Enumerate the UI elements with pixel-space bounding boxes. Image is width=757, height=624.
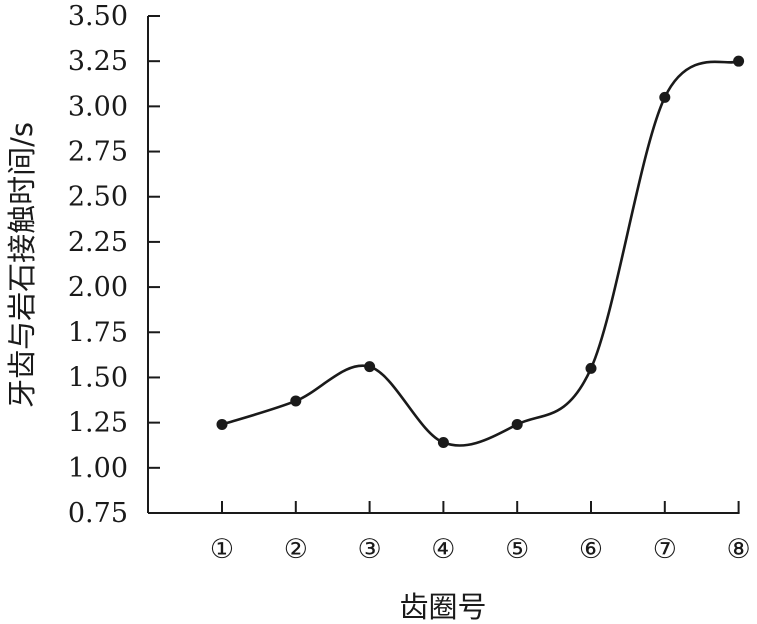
data-point (290, 395, 302, 407)
x-axis-title: 齿圈号 (399, 590, 486, 624)
x-axis: ① ② ③ ④ ⑤ ⑥ ⑦ ⑧ (148, 501, 751, 565)
x-tick-label: ⑥ (579, 534, 603, 565)
y-tick-label: 2.75 (68, 137, 128, 168)
x-tick-label: ⑦ (653, 534, 677, 565)
y-tick-label: 3.00 (68, 91, 128, 122)
y-tick-label: 2.25 (68, 227, 128, 258)
y-tick-label: 1.00 (68, 453, 128, 484)
x-tick-label: ② (284, 534, 308, 565)
x-tick-label: ④ (431, 534, 455, 565)
y-tick-label: 3.50 (68, 1, 128, 32)
trend-curve (221, 59, 740, 447)
data-point (216, 418, 228, 430)
y-tick-label: 3.25 (68, 46, 128, 77)
data-point (437, 437, 449, 449)
y-tick-label: 2.50 (68, 182, 128, 213)
x-tick-label: ⑧ (726, 534, 750, 565)
y-tick-label: 2.00 (68, 272, 128, 303)
y-tick-label: 1.75 (68, 317, 128, 348)
trend-line (221, 59, 740, 447)
data-point (511, 418, 523, 430)
y-tick-label: 1.50 (68, 362, 128, 393)
data-points (216, 55, 745, 449)
data-point (585, 362, 597, 374)
x-tick-label: ⑤ (505, 534, 529, 565)
data-point (733, 55, 745, 67)
data-point (364, 361, 376, 373)
y-axis: 0.75 1.00 1.25 1.50 1.75 2.00 2.25 2.50 2.75 3.00… (68, 1, 160, 529)
x-tick-label: ① (210, 534, 234, 565)
x-tick-label: ③ (357, 534, 381, 565)
data-point (659, 91, 671, 103)
y-tick-label: 0.75 (68, 498, 128, 529)
y-tick-label: 1.25 (68, 408, 128, 439)
y-axis-title: 牙齿与岩石接触时间/s (5, 122, 39, 408)
